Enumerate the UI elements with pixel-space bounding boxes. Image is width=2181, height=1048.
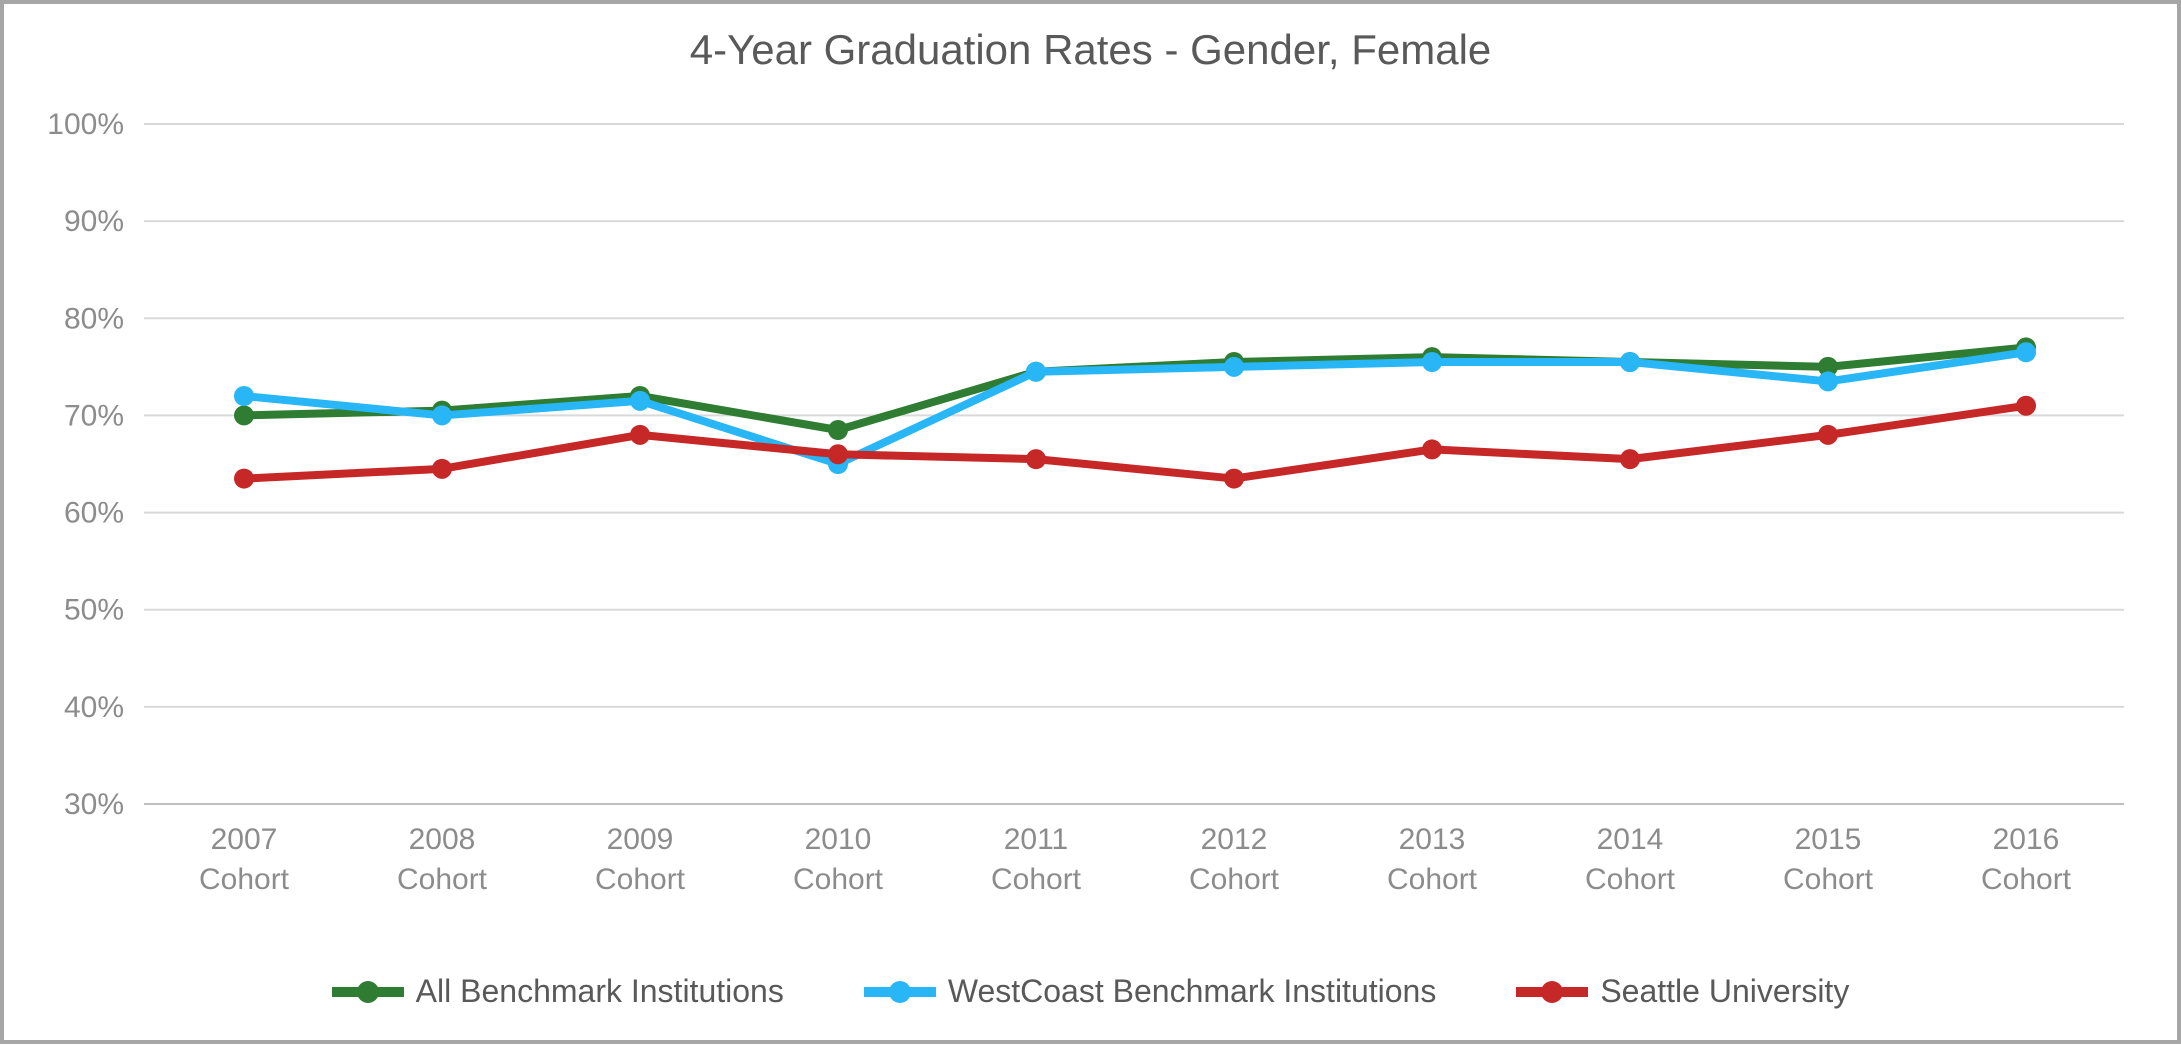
x-tick-label-cohort: Cohort bbox=[1189, 863, 1280, 896]
legend-swatch bbox=[864, 981, 936, 1003]
series-marker bbox=[432, 459, 452, 479]
x-tick-label-cohort: Cohort bbox=[1387, 863, 1478, 896]
x-tick-label-year: 2009 bbox=[607, 823, 674, 856]
y-tick-label: 30% bbox=[64, 788, 124, 821]
y-tick-label: 80% bbox=[64, 302, 124, 335]
series-lines bbox=[234, 337, 2036, 488]
series-marker bbox=[1026, 449, 1046, 469]
x-tick-label-cohort: Cohort bbox=[397, 863, 488, 896]
legend-item: WestCoast Benchmark Institutions bbox=[864, 973, 1437, 1010]
series-marker bbox=[2016, 396, 2036, 416]
chart-svg: 30% 40% 50% 60% 70% 80% 90% 100% 2007 Cohort 2008… bbox=[4, 4, 2181, 1048]
x-tick-label-cohort: Cohort bbox=[595, 863, 686, 896]
series-marker bbox=[1818, 371, 1838, 391]
series-marker bbox=[1422, 352, 1442, 372]
y-tick-label: 100% bbox=[47, 108, 124, 141]
x-tick-label-year: 2011 bbox=[1004, 823, 1069, 856]
y-tick-label: 60% bbox=[64, 497, 124, 530]
series-marker bbox=[1026, 362, 1046, 382]
series-marker bbox=[1818, 425, 1838, 445]
series-marker bbox=[828, 444, 848, 464]
legend: All Benchmark Institutions WestCoast Benc… bbox=[4, 973, 2177, 1010]
y-tick-label: 50% bbox=[64, 594, 124, 627]
legend-label: All Benchmark Institutions bbox=[416, 973, 784, 1010]
series-marker bbox=[234, 469, 254, 489]
legend-item: All Benchmark Institutions bbox=[332, 973, 784, 1010]
series-marker bbox=[630, 425, 650, 445]
x-tick-label-cohort: Cohort bbox=[1981, 863, 2072, 896]
x-tick-label-year: 2007 bbox=[211, 823, 278, 856]
x-tick-label-year: 2012 bbox=[1201, 823, 1268, 856]
y-tick-label: 40% bbox=[64, 691, 124, 724]
series-marker bbox=[630, 391, 650, 411]
x-tick-label-cohort: Cohort bbox=[1783, 863, 1874, 896]
x-tick-label-year: 2015 bbox=[1795, 823, 1862, 856]
series-marker bbox=[1620, 449, 1640, 469]
legend-swatch bbox=[332, 981, 404, 1003]
x-tick-label-cohort: Cohort bbox=[991, 863, 1082, 896]
x-tick-label-cohort: Cohort bbox=[1585, 863, 1676, 896]
legend-label: Seattle University bbox=[1600, 973, 1849, 1010]
series-marker bbox=[432, 405, 452, 425]
series-line bbox=[244, 406, 2026, 479]
series-marker bbox=[2016, 342, 2036, 362]
series-marker bbox=[1224, 357, 1244, 377]
series-marker bbox=[828, 420, 848, 440]
legend-swatch bbox=[1516, 981, 1588, 1003]
series-line bbox=[244, 347, 2026, 430]
x-axis-labels: 2007 Cohort 2008 Cohort 2009 Cohort 2010 Cohort… bbox=[199, 823, 2072, 896]
x-tick-label-year: 2016 bbox=[1993, 823, 2060, 856]
x-tick-label-cohort: Cohort bbox=[199, 863, 290, 896]
series-marker bbox=[1422, 439, 1442, 459]
x-tick-label-cohort: Cohort bbox=[793, 863, 884, 896]
series-marker bbox=[1224, 469, 1244, 489]
legend-item: Seattle University bbox=[1516, 973, 1849, 1010]
series-marker bbox=[1620, 352, 1640, 372]
series-marker bbox=[234, 386, 254, 406]
y-tick-label: 70% bbox=[64, 399, 124, 432]
x-tick-label-year: 2014 bbox=[1597, 823, 1664, 856]
x-tick-label-year: 2010 bbox=[805, 823, 872, 856]
x-tick-label-year: 2013 bbox=[1399, 823, 1466, 856]
x-tick-label-year: 2008 bbox=[409, 823, 476, 856]
series-marker bbox=[234, 405, 254, 425]
y-tick-label: 90% bbox=[64, 205, 124, 238]
legend-label: WestCoast Benchmark Institutions bbox=[948, 973, 1437, 1010]
y-axis-labels: 30% 40% 50% 60% 70% 80% 90% 100% bbox=[47, 108, 124, 821]
chart-frame: 4-Year Graduation Rates - Gender, Female… bbox=[0, 0, 2181, 1044]
